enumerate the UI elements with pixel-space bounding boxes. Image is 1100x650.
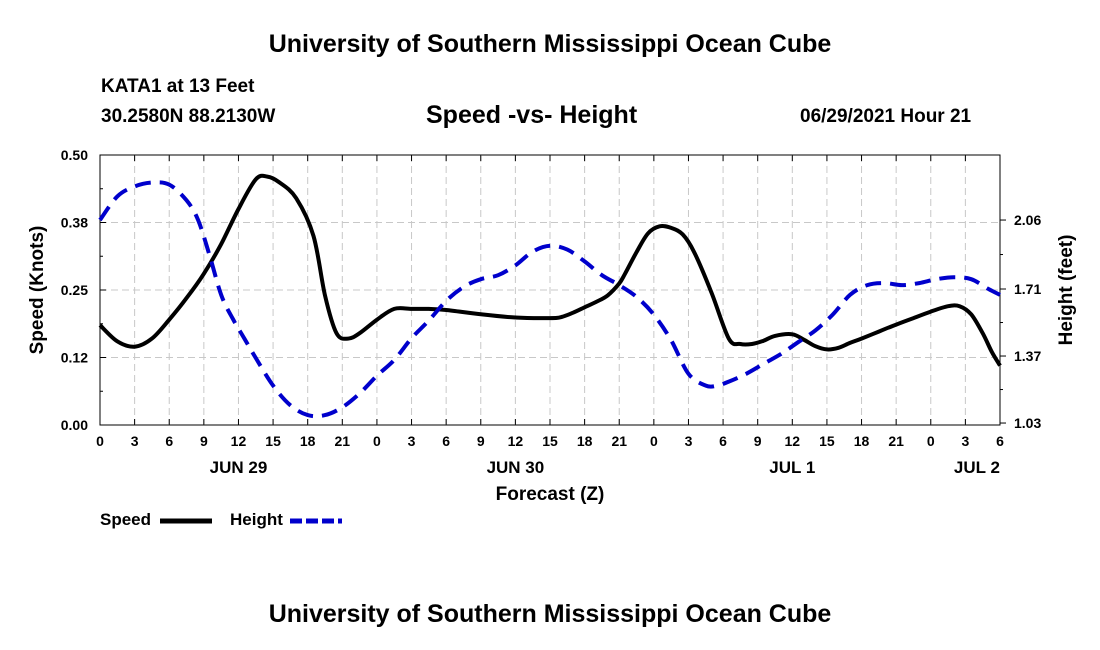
x-date-label: JUL 2	[954, 458, 1000, 477]
chart-subtitle: Speed -vs- Height	[426, 101, 638, 129]
forecast-datetime: 06/29/2021 Hour 21	[800, 106, 972, 127]
y-tick-label: 0.38	[61, 215, 88, 231]
x-tick-label: 9	[477, 433, 485, 449]
x-tick-label: 3	[408, 433, 416, 449]
x-axis-title: Forecast (Z)	[496, 484, 605, 505]
legend-height-label: Height	[230, 510, 283, 529]
y-tick-label: 0.12	[61, 350, 88, 366]
x-date-label: JUN 29	[210, 458, 268, 477]
x-tick-label: 21	[611, 433, 627, 449]
x-tick-label: 12	[508, 433, 524, 449]
y2-tick-label: 1.71	[1014, 281, 1041, 297]
x-tick-label: 6	[165, 433, 173, 449]
speed-series-line	[98, 173, 1002, 367]
x-tick-label: 0	[650, 433, 658, 449]
y-tick-label: 0.50	[61, 147, 88, 163]
x-tick-label: 21	[335, 433, 351, 449]
x-tick-label: 15	[819, 433, 835, 449]
x-tick-label: 9	[754, 433, 762, 449]
station-label: KATA1 at 13 Feet	[101, 76, 255, 97]
y-tick-label: 0.00	[61, 417, 88, 433]
x-tick-label: 0	[96, 433, 104, 449]
x-tick-label: 6	[719, 433, 727, 449]
x-tick-label: 18	[854, 433, 870, 449]
x-tick-label: 12	[231, 433, 247, 449]
legend: Speed Height	[100, 510, 342, 529]
height-series-line	[98, 180, 1001, 419]
x-tick-label: 3	[685, 433, 693, 449]
x-tick-label: 15	[265, 433, 281, 449]
y-tick-label: 0.25	[61, 282, 88, 298]
coordinates-label: 30.2580N 88.2130W	[101, 106, 276, 127]
x-tick-label: 6	[996, 433, 1004, 449]
page-title-top: University of Southern Mississippi Ocean…	[268, 30, 832, 58]
x-tick-label: 18	[300, 433, 316, 449]
x-tick-label: 3	[961, 433, 969, 449]
x-tick-label: 15	[542, 433, 558, 449]
legend-speed-label: Speed	[100, 510, 151, 529]
y-axis-title: Speed (Knots)	[27, 226, 48, 355]
series	[98, 173, 1002, 419]
x-date-label: JUL 1	[769, 458, 815, 477]
x-date-label: JUN 30	[487, 458, 545, 477]
page-title-bottom: University of Southern Mississippi Ocean…	[268, 600, 832, 628]
axes: 0 3 6 9 12 15 18 21 0 3 6 9 12 15 18 21 0 3 6 9 12 15 18 21 0 3 6 J…	[61, 147, 1042, 477]
grid	[100, 155, 1000, 425]
x-tick-label: 0	[373, 433, 381, 449]
x-tick-label: 9	[200, 433, 208, 449]
y2-tick-label: 1.37	[1014, 348, 1041, 364]
y2-tick-label: 1.03	[1014, 415, 1041, 431]
x-tick-label: 0	[927, 433, 935, 449]
x-tick-label: 6	[442, 433, 450, 449]
x-tick-label: 18	[577, 433, 593, 449]
y2-axis-title: Height (feet)	[1056, 235, 1077, 346]
y2-tick-label: 2.06	[1014, 212, 1041, 228]
x-tick-label: 3	[131, 433, 139, 449]
x-tick-label: 12	[785, 433, 801, 449]
x-tick-label: 21	[888, 433, 904, 449]
